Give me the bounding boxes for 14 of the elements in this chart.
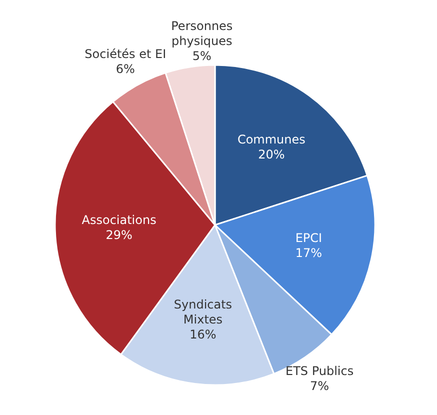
slice-label: Personnes physiques	[171, 18, 233, 48]
slice-label: Syndicats Mixtes	[174, 298, 232, 327]
data-label: 29%	[106, 228, 132, 242]
slice-label: Associations	[82, 213, 156, 228]
data-label: 20%	[258, 147, 285, 162]
data-label: 7%	[310, 378, 330, 393]
slice-label: EPCI	[295, 230, 322, 245]
slice-label: Sociétés et EI	[84, 47, 166, 62]
data-label: 5%	[192, 48, 212, 63]
data-label: 17%	[295, 246, 322, 260]
data-label: 6%	[116, 62, 135, 76]
slice-label: Communes	[237, 132, 306, 146]
data-label: 16%	[190, 328, 216, 342]
slice-label: ETS Publics	[285, 364, 354, 378]
